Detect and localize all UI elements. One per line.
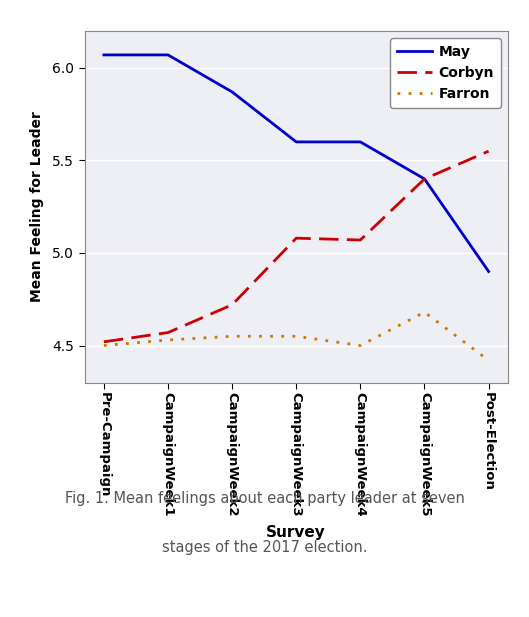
- Corbyn: [101, 338, 107, 346]
- Farron: [421, 308, 427, 316]
- Line: Corbyn: Corbyn: [104, 151, 489, 342]
- Corbyn: [357, 236, 363, 244]
- May: [293, 138, 299, 146]
- Line: Farron: Farron: [104, 312, 489, 360]
- Farron: [101, 342, 107, 349]
- Text: stages of the 2017 election.: stages of the 2017 election.: [162, 540, 367, 555]
- Farron: [229, 333, 235, 340]
- Corbyn: [486, 147, 492, 155]
- Farron: [293, 333, 299, 340]
- Corbyn: [421, 175, 427, 183]
- Line: May: May: [104, 55, 489, 271]
- X-axis label: Survey: Survey: [267, 525, 326, 540]
- May: [357, 138, 363, 146]
- May: [101, 51, 107, 59]
- Farron: [165, 336, 171, 344]
- Corbyn: [229, 301, 235, 308]
- May: [421, 175, 427, 183]
- Legend: May, Corbyn, Farron: May, Corbyn, Farron: [390, 38, 501, 107]
- May: [486, 268, 492, 275]
- Corbyn: [293, 234, 299, 242]
- May: [229, 88, 235, 96]
- Farron: [357, 342, 363, 349]
- Corbyn: [165, 329, 171, 336]
- Y-axis label: Mean Feeling for Leader: Mean Feeling for Leader: [30, 111, 44, 302]
- May: [165, 51, 171, 59]
- Farron: [486, 357, 492, 364]
- Text: Fig. 1. Mean feelings about each party leader at seven: Fig. 1. Mean feelings about each party l…: [65, 491, 464, 506]
